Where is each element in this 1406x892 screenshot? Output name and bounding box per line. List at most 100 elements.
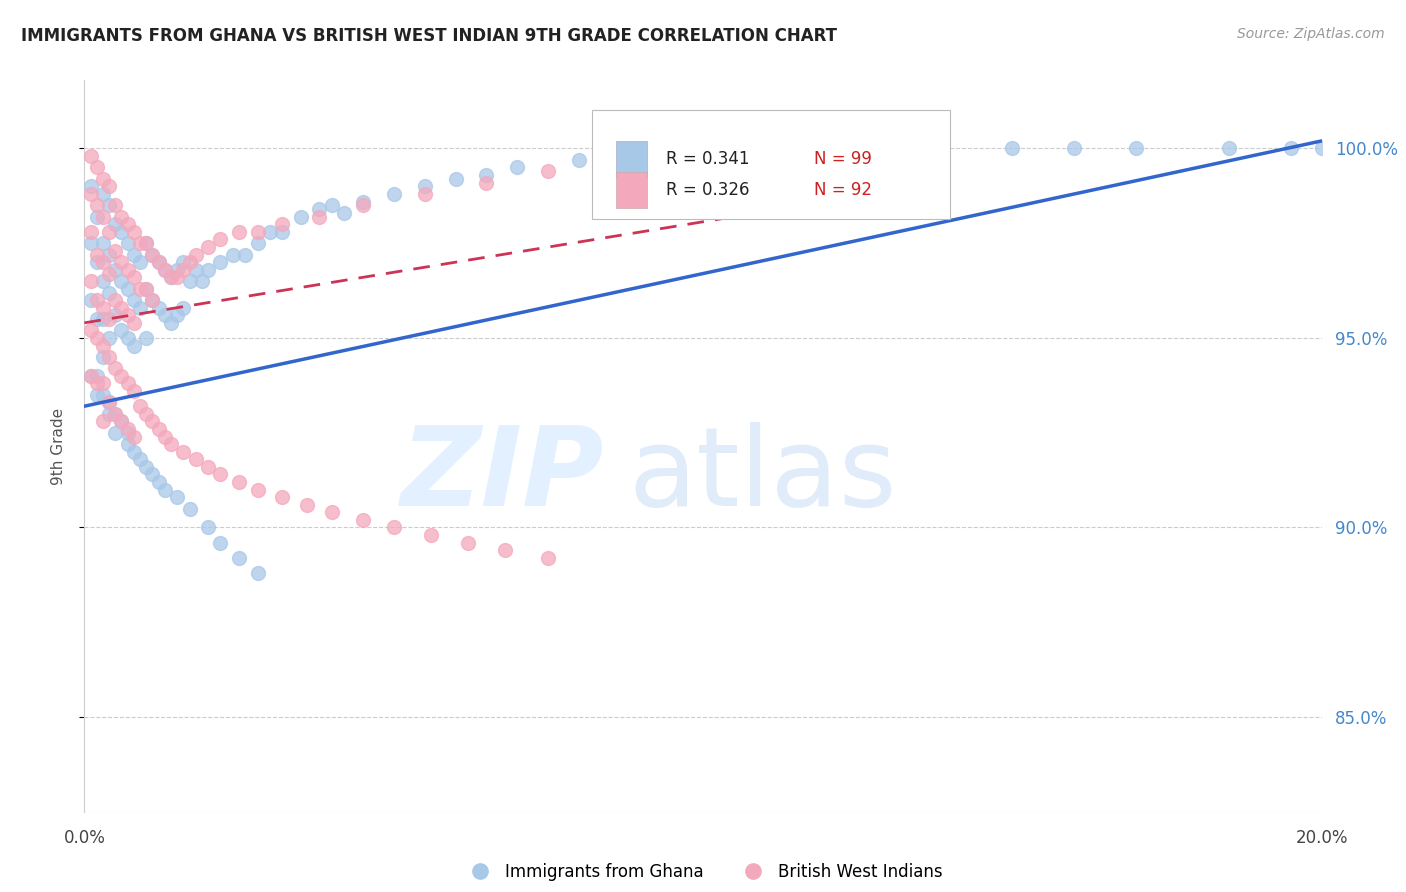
Point (117, 376, 139, 391)
Point (290, 210, 312, 224)
Point (122, 338, 145, 352)
Point (117, 262, 139, 277)
Point (1063, 141, 1085, 155)
Point (110, 225, 132, 239)
Point (135, 282, 157, 296)
Point (129, 301, 152, 315)
Text: Source: ZipAtlas.com: Source: ZipAtlas.com (1237, 27, 1385, 41)
Point (444, 171, 467, 186)
Point (141, 293, 163, 307)
Point (475, 176, 498, 190)
Point (184, 452, 207, 467)
Point (179, 501, 201, 516)
Point (153, 262, 176, 277)
Text: atlas: atlas (628, 422, 897, 529)
Point (79, 179, 101, 194)
Point (222, 247, 245, 261)
Point (122, 247, 145, 261)
Point (494, 543, 516, 558)
Point (104, 425, 127, 440)
Point (86, 376, 108, 391)
Point (692, 145, 714, 160)
Point (104, 262, 127, 277)
Point (246, 483, 269, 497)
Point (197, 240, 219, 254)
Point (110, 414, 132, 428)
Point (568, 153, 591, 167)
Point (908, 141, 931, 155)
Point (475, 168, 498, 182)
Point (271, 217, 294, 231)
Point (86, 312, 108, 326)
Point (98, 247, 121, 261)
Point (228, 550, 250, 565)
Point (209, 467, 232, 482)
Point (321, 505, 343, 519)
Point (79, 368, 101, 383)
Point (122, 293, 145, 307)
Point (209, 255, 232, 269)
Point (141, 293, 163, 307)
Text: R = 0.326: R = 0.326 (666, 181, 749, 199)
Point (122, 444, 145, 458)
Point (537, 550, 560, 565)
Point (79, 186, 101, 201)
Point (104, 308, 127, 322)
FancyBboxPatch shape (592, 110, 950, 219)
Point (246, 236, 269, 251)
Point (166, 270, 188, 285)
Text: N = 99: N = 99 (814, 150, 872, 169)
Point (166, 262, 188, 277)
Point (91, 388, 114, 402)
Point (382, 520, 405, 534)
Point (117, 331, 139, 345)
Text: 0.0%: 0.0% (63, 830, 105, 847)
Point (91, 414, 114, 428)
Point (79, 225, 101, 239)
Text: 20.0%: 20.0% (1295, 830, 1348, 847)
Point (148, 255, 170, 269)
Point (160, 270, 183, 285)
Point (209, 232, 232, 246)
Point (79, 323, 101, 337)
Point (153, 429, 176, 443)
Point (104, 198, 127, 212)
Point (91, 338, 114, 352)
Point (98, 179, 121, 194)
Point (506, 161, 529, 175)
Point (135, 236, 157, 251)
Point (1125, 141, 1147, 155)
Point (308, 210, 330, 224)
Point (79, 274, 101, 288)
Point (86, 293, 108, 307)
Point (148, 475, 170, 489)
Point (135, 331, 157, 345)
Point (104, 407, 127, 421)
Point (630, 149, 652, 163)
Point (308, 202, 330, 216)
Point (333, 206, 356, 220)
Point (754, 145, 776, 160)
Point (295, 498, 318, 512)
FancyBboxPatch shape (616, 172, 647, 208)
Point (86, 247, 108, 261)
Point (141, 247, 163, 261)
Point (129, 255, 152, 269)
Point (352, 198, 374, 212)
Point (352, 194, 374, 209)
Point (98, 395, 121, 409)
Point (104, 244, 127, 258)
Text: IMMIGRANTS FROM GHANA VS BRITISH WEST INDIAN 9TH GRADE CORRELATION CHART: IMMIGRANTS FROM GHANA VS BRITISH WEST IN… (21, 27, 837, 45)
Point (352, 513, 374, 527)
Point (135, 459, 157, 474)
Point (129, 236, 152, 251)
Point (86, 255, 108, 269)
Point (79, 149, 101, 163)
Point (110, 255, 132, 269)
Y-axis label: 9th Grade: 9th Grade (51, 408, 66, 484)
Point (117, 282, 139, 296)
Point (321, 198, 343, 212)
Point (148, 422, 170, 436)
Point (1001, 141, 1024, 155)
Point (98, 407, 121, 421)
